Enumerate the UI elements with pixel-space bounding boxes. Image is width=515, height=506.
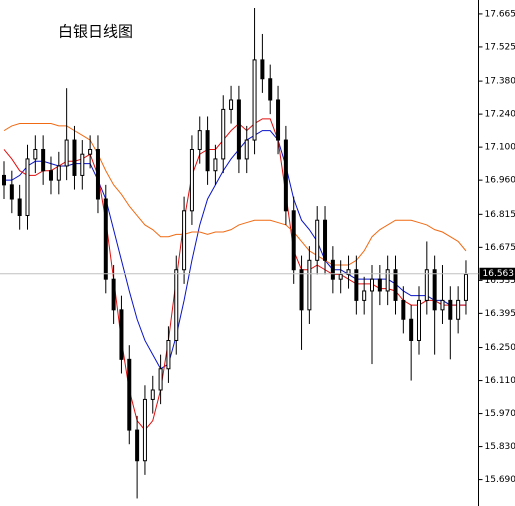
candle-body <box>142 398 147 462</box>
candle-body <box>56 165 61 181</box>
candle-body <box>291 210 296 271</box>
y-tick-label: 16.675 <box>485 243 515 253</box>
y-tick-label: 17.380 <box>485 77 515 87</box>
candle-body <box>72 139 77 176</box>
candle-body <box>370 278 375 292</box>
candle-body <box>33 148 38 160</box>
candle-body <box>41 148 46 172</box>
candle-body <box>323 219 328 261</box>
candle-body <box>103 198 108 280</box>
y-tick-label: 17.525 <box>485 42 515 52</box>
candle-body <box>315 219 320 261</box>
candle-body <box>307 259 312 311</box>
candle-body <box>456 299 461 320</box>
y-tick-label: 16.960 <box>485 176 515 186</box>
candle-body <box>221 108 226 160</box>
candle-body <box>409 318 414 341</box>
candle-body <box>127 358 132 431</box>
candle-body <box>17 198 22 217</box>
candle-body <box>393 269 398 301</box>
candle-body <box>346 269 351 275</box>
candle-body <box>299 269 304 311</box>
candle-body <box>197 130 202 150</box>
y-tick-label: 16.250 <box>485 343 515 353</box>
candle-body <box>95 148 100 200</box>
y-tick-label: 15.970 <box>485 409 515 419</box>
y-tick-label: 16.110 <box>485 376 515 386</box>
candle-body <box>213 158 218 172</box>
last-price-box <box>479 267 515 280</box>
chart-title: 白银日线图 <box>58 23 133 41</box>
y-tick-label: 16.395 <box>485 309 515 319</box>
candle-body <box>25 158 30 217</box>
candle-body <box>174 269 179 341</box>
candle-body <box>440 299 445 311</box>
candle-body <box>2 174 6 186</box>
candle-body <box>64 139 69 167</box>
candle-body <box>182 210 187 271</box>
candle-body <box>205 130 210 172</box>
candle-body <box>252 59 257 141</box>
candle-body <box>463 273 468 301</box>
candle-body <box>80 153 85 176</box>
candle-body <box>448 299 453 320</box>
candle-body <box>48 170 53 181</box>
last-price-label: 16.563 <box>483 269 515 279</box>
candle-body <box>401 299 406 320</box>
candle-body <box>229 99 234 110</box>
y-tick-label: 17.665 <box>485 9 515 19</box>
candle-body <box>135 429 140 462</box>
candle-body <box>276 99 281 141</box>
candle-body <box>268 78 273 101</box>
candle-body <box>330 259 335 280</box>
candle-body <box>377 278 382 292</box>
candle-body <box>432 269 437 311</box>
y-tick-label: 17.100 <box>485 143 515 153</box>
candle-body <box>189 148 194 212</box>
y-tick-label: 15.830 <box>485 442 515 452</box>
candle-body <box>88 148 93 155</box>
candle-body <box>338 273 343 280</box>
y-tick-label: 15.690 <box>485 475 515 485</box>
candle-body <box>9 184 14 200</box>
y-tick-label: 16.535 <box>485 276 515 286</box>
y-tick-label: 17.240 <box>485 110 515 120</box>
candle-body <box>283 139 288 212</box>
candle-body <box>158 368 163 391</box>
moving-average-line <box>3 123 467 266</box>
candle-body <box>385 269 390 292</box>
candle-body <box>166 339 171 370</box>
candle-body <box>260 59 265 80</box>
candle-body <box>362 290 367 301</box>
candle-body <box>354 269 359 301</box>
candle-body <box>416 299 421 341</box>
candle-body <box>424 269 429 301</box>
y-tick-label: 16.815 <box>485 210 515 220</box>
candle-body <box>244 139 249 160</box>
candle-body <box>119 309 124 360</box>
candle-body <box>150 389 155 400</box>
candle-body <box>236 99 241 160</box>
candle-body <box>111 278 116 311</box>
